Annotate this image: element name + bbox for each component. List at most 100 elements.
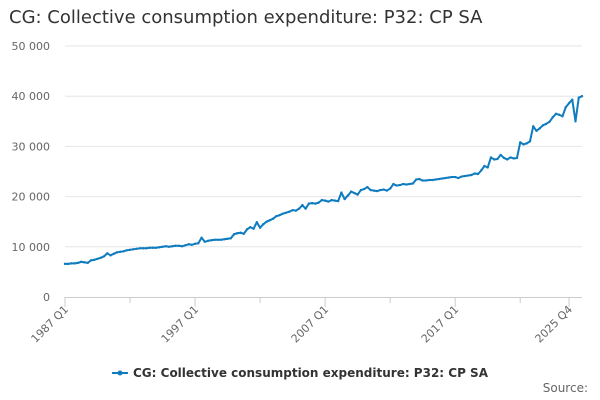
data-point[interactable] — [437, 177, 441, 181]
data-point[interactable] — [63, 262, 67, 266]
data-point[interactable] — [476, 172, 480, 176]
data-point[interactable] — [232, 233, 236, 236]
data-point[interactable] — [528, 140, 532, 143]
data-point[interactable] — [258, 226, 262, 229]
data-point[interactable] — [70, 262, 73, 265]
data-point[interactable] — [444, 176, 447, 180]
data-point[interactable] — [470, 173, 473, 177]
data-point[interactable] — [76, 261, 80, 265]
data-point[interactable] — [388, 187, 392, 190]
data-point[interactable] — [554, 112, 558, 115]
data-point[interactable] — [278, 213, 281, 217]
series-line[interactable] — [64, 95, 583, 265]
data-point[interactable] — [346, 194, 350, 197]
data-point[interactable] — [119, 250, 122, 254]
data-point[interactable] — [506, 158, 509, 161]
data-point[interactable] — [379, 188, 382, 192]
data-point[interactable] — [327, 200, 330, 203]
data-point[interactable] — [421, 179, 424, 182]
data-point[interactable] — [219, 238, 223, 241]
data-point[interactable] — [323, 199, 327, 202]
data-point[interactable] — [141, 247, 145, 250]
data-point[interactable] — [73, 262, 76, 265]
data-point[interactable] — [213, 238, 216, 241]
data-point[interactable] — [229, 237, 233, 240]
data-point[interactable] — [161, 245, 164, 248]
data-point[interactable] — [545, 122, 548, 126]
data-point[interactable] — [580, 95, 584, 98]
data-point[interactable] — [307, 202, 311, 205]
data-point[interactable] — [284, 211, 288, 214]
data-point[interactable] — [362, 187, 366, 191]
data-point[interactable] — [353, 191, 356, 195]
data-point[interactable] — [558, 113, 561, 116]
data-point[interactable] — [301, 203, 304, 207]
data-point[interactable] — [80, 260, 83, 264]
data-point[interactable] — [317, 201, 320, 204]
data-point[interactable] — [291, 208, 294, 212]
data-point[interactable] — [177, 244, 181, 247]
data-point[interactable] — [200, 236, 203, 239]
data-point[interactable] — [226, 237, 229, 240]
data-point[interactable] — [571, 98, 574, 101]
data-point[interactable] — [493, 158, 496, 161]
data-point[interactable] — [310, 201, 314, 205]
data-point[interactable] — [102, 255, 106, 258]
data-point[interactable] — [275, 214, 278, 218]
data-point[interactable] — [382, 188, 385, 191]
data-point[interactable] — [197, 242, 200, 245]
data-point[interactable] — [271, 217, 275, 220]
data-point[interactable] — [187, 243, 190, 246]
data-point[interactable] — [392, 182, 395, 186]
data-point[interactable] — [314, 202, 317, 205]
data-point[interactable] — [106, 252, 109, 255]
data-point[interactable] — [447, 176, 450, 179]
data-point[interactable] — [431, 178, 434, 182]
data-point[interactable] — [109, 254, 112, 257]
data-point[interactable] — [489, 156, 493, 159]
data-point[interactable] — [427, 178, 431, 182]
data-point[interactable] — [193, 242, 197, 245]
data-point[interactable] — [434, 178, 437, 181]
data-point[interactable] — [128, 248, 132, 252]
data-point[interactable] — [486, 166, 489, 169]
data-point[interactable] — [567, 102, 571, 105]
data-point[interactable] — [453, 175, 457, 179]
data-point[interactable] — [252, 227, 255, 230]
data-point[interactable] — [158, 246, 161, 249]
data-point[interactable] — [145, 247, 148, 250]
data-point[interactable] — [538, 127, 541, 130]
data-point[interactable] — [502, 156, 506, 160]
data-point[interactable] — [164, 245, 167, 248]
data-point[interactable] — [411, 182, 415, 185]
data-point[interactable] — [460, 175, 463, 178]
data-point[interactable] — [93, 258, 96, 262]
data-point[interactable] — [184, 244, 187, 247]
data-point[interactable] — [366, 185, 369, 189]
data-point[interactable] — [398, 183, 402, 187]
data-point[interactable] — [138, 247, 141, 250]
data-point[interactable] — [369, 188, 372, 192]
data-point[interactable] — [466, 174, 470, 177]
data-point[interactable] — [519, 141, 522, 144]
data-point[interactable] — [522, 143, 525, 146]
data-point[interactable] — [132, 248, 135, 251]
legend[interactable]: CG: Collective consumption expenditure: … — [112, 366, 489, 380]
data-point[interactable] — [333, 199, 337, 202]
data-point[interactable] — [239, 231, 242, 234]
data-point[interactable] — [320, 198, 324, 202]
data-point[interactable] — [532, 125, 535, 128]
data-point[interactable] — [281, 212, 285, 215]
data-point[interactable] — [548, 120, 551, 124]
data-point[interactable] — [340, 191, 343, 194]
data-point[interactable] — [99, 256, 102, 260]
data-point[interactable] — [148, 246, 151, 249]
data-point[interactable] — [236, 232, 239, 235]
data-point[interactable] — [343, 197, 346, 201]
data-point[interactable] — [414, 178, 418, 181]
data-point[interactable] — [440, 177, 444, 180]
data-point[interactable] — [336, 199, 340, 203]
data-point[interactable] — [294, 209, 298, 212]
data-point[interactable] — [83, 261, 86, 264]
data-point[interactable] — [499, 153, 502, 157]
